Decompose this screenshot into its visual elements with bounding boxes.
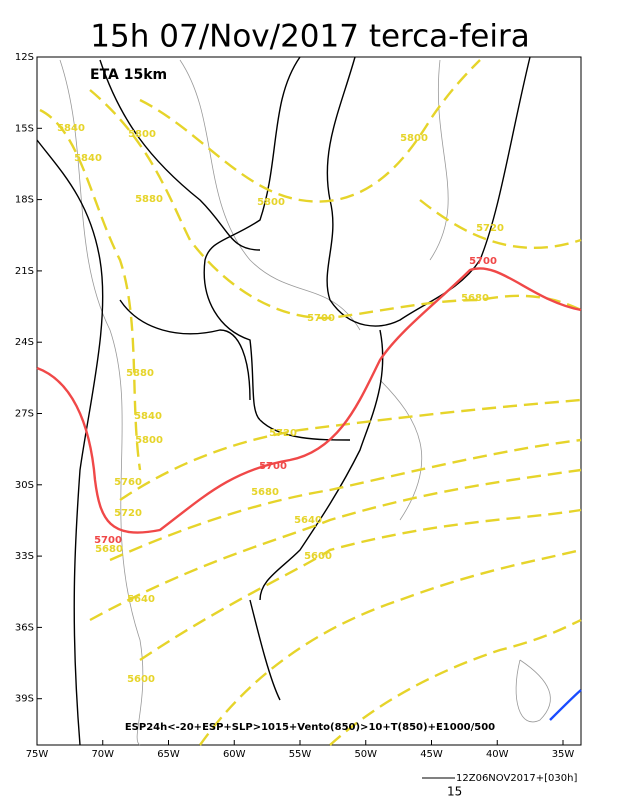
contour-label: 5700 — [259, 461, 287, 472]
lat-label: 39S — [15, 694, 34, 705]
contour-label: 5680 — [251, 487, 279, 498]
contour-label: 5840 — [134, 411, 162, 422]
contour-label: 5840 — [57, 123, 85, 134]
map-title: 15h 07/Nov/2017 terca-feira — [90, 19, 529, 55]
lat-label: 24S — [15, 337, 34, 348]
lat-label: 27S — [15, 409, 34, 420]
lat-label: 30S — [15, 480, 34, 491]
lon-label: 65W — [157, 749, 180, 760]
lon-label: 60W — [223, 749, 246, 760]
contour-label: 5800 — [135, 435, 163, 446]
lon-label: 50W — [354, 749, 377, 760]
vector-scale: 15 — [447, 785, 462, 799]
lon-label: 35W — [552, 749, 575, 760]
run-info: 12Z06NOV2017+[030h] — [456, 773, 577, 784]
contour-label: 5720 — [114, 508, 142, 519]
contour-label: 5720 — [269, 428, 297, 439]
lat-label: 12S — [15, 52, 34, 63]
lon-label: 40W — [486, 749, 509, 760]
legend-text: ESP24h<-20+ESP+SLP>1015+Vento(850)>10+T(… — [125, 722, 495, 733]
contour-label: 5640 — [294, 515, 322, 526]
lat-label: 36S — [15, 622, 34, 633]
contour-label: 5640 — [127, 594, 155, 605]
lat-label: 21S — [15, 266, 34, 277]
lat-label: 33S — [15, 551, 34, 562]
contour-label: 5680 — [95, 544, 123, 555]
map-frame — [36, 56, 582, 746]
lon-label: 75W — [26, 749, 49, 760]
contour-label: 5840 — [74, 153, 102, 164]
model-label: ETA 15km — [90, 67, 167, 83]
contour-label: 5700 — [94, 535, 122, 546]
contour-label: 5800 — [400, 133, 428, 144]
lon-label: 45W — [420, 749, 443, 760]
contour-label: 5800 — [128, 129, 156, 140]
map-layout — [36, 56, 582, 779]
contour-label: 5700 — [469, 256, 497, 267]
contour-label: 5800 — [257, 197, 285, 208]
lon-label: 70W — [91, 749, 114, 760]
contour-label: 5880 — [126, 368, 154, 379]
contour-label: 5600 — [127, 674, 155, 685]
lat-label: 15S — [15, 123, 34, 134]
contour-label: 5760 — [114, 477, 142, 488]
contour-label: 5880 — [135, 194, 163, 205]
contour-label: 5680 — [461, 293, 489, 304]
lat-label: 18S — [15, 195, 34, 206]
contour-label: 5600 — [304, 551, 332, 562]
contour-label: 5700 — [307, 313, 335, 324]
lon-label: 55W — [289, 749, 312, 760]
contour-label: 5720 — [476, 223, 504, 234]
